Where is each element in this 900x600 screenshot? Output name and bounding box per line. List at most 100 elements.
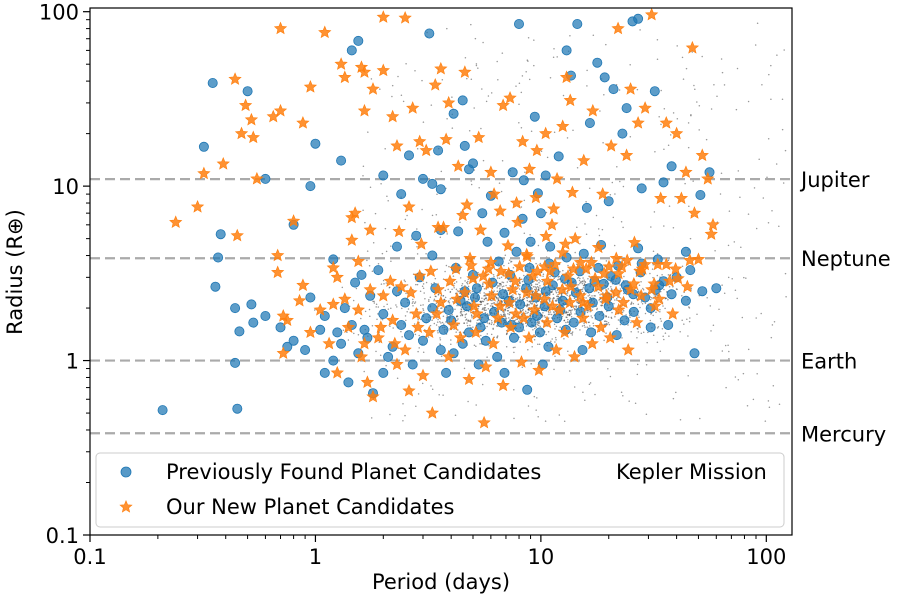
kepler-dot bbox=[629, 316, 631, 318]
kepler-dot bbox=[610, 316, 613, 319]
point-previous bbox=[658, 177, 669, 188]
kepler-dot bbox=[414, 333, 417, 336]
x-axis-label: Period (days) bbox=[372, 570, 510, 594]
kepler-dot bbox=[645, 413, 648, 415]
kepler-dot bbox=[384, 148, 386, 150]
kepler-dot bbox=[720, 172, 723, 174]
kepler-dot bbox=[659, 350, 662, 353]
point-new bbox=[550, 171, 564, 185]
kepler-dot bbox=[701, 55, 703, 58]
point-previous bbox=[157, 405, 168, 416]
point-new bbox=[481, 261, 496, 275]
kepler-dot bbox=[696, 313, 698, 316]
kepler-dot bbox=[698, 105, 701, 107]
point-previous bbox=[356, 269, 367, 280]
point-new bbox=[603, 330, 617, 344]
point-new bbox=[469, 325, 483, 339]
point-previous bbox=[507, 167, 518, 178]
kepler-dot bbox=[491, 322, 493, 324]
point-new bbox=[496, 378, 510, 392]
point-new bbox=[652, 292, 666, 305]
kepler-dot bbox=[558, 414, 561, 416]
point-new bbox=[376, 10, 390, 23]
kepler-dot bbox=[504, 314, 506, 316]
kepler-dot bbox=[672, 227, 675, 229]
kepler-dot bbox=[762, 197, 765, 199]
kepler-dot bbox=[436, 321, 439, 323]
point-new bbox=[276, 346, 290, 359]
kepler-dot bbox=[582, 277, 584, 279]
kepler-dot bbox=[555, 291, 558, 294]
kepler-dot bbox=[497, 284, 499, 287]
kepler-dot bbox=[508, 317, 510, 319]
point-new bbox=[579, 261, 593, 275]
kepler-dot bbox=[745, 277, 747, 279]
point-new bbox=[351, 302, 365, 316]
kepler-dot bbox=[665, 297, 668, 300]
kepler-dot bbox=[530, 284, 533, 286]
point-new bbox=[577, 153, 591, 167]
kepler-dot bbox=[436, 193, 438, 195]
kepler-dot bbox=[618, 89, 621, 91]
point-new bbox=[548, 257, 562, 271]
point-new bbox=[482, 276, 496, 290]
kepler-dot bbox=[559, 271, 561, 273]
reference-label-earth: Earth bbox=[801, 350, 857, 374]
point-new bbox=[573, 288, 587, 302]
kepler-dot bbox=[439, 343, 442, 346]
kepler-dot bbox=[592, 322, 594, 324]
kepler-dot bbox=[538, 343, 541, 345]
kepler-dot bbox=[469, 320, 472, 323]
point-new bbox=[685, 40, 700, 54]
kepler-dot bbox=[599, 301, 602, 303]
kepler-dot bbox=[612, 216, 615, 219]
point-new bbox=[674, 191, 689, 205]
kepler-dot bbox=[385, 282, 388, 284]
kepler-dot bbox=[431, 214, 434, 217]
kepler-dot bbox=[498, 182, 501, 184]
kepler-dot bbox=[595, 214, 598, 217]
kepler-dot bbox=[406, 214, 408, 217]
point-new bbox=[540, 274, 555, 287]
kepler-dot bbox=[778, 403, 781, 405]
kepler-dot bbox=[461, 284, 463, 287]
kepler-dot bbox=[589, 325, 591, 327]
kepler-dot bbox=[568, 309, 570, 312]
kepler-dot bbox=[721, 284, 723, 286]
point-new bbox=[666, 306, 680, 320]
kepler-dot bbox=[487, 302, 489, 305]
point-new bbox=[585, 336, 599, 350]
kepler-dot bbox=[609, 375, 612, 378]
point-new bbox=[522, 162, 537, 175]
kepler-dot bbox=[509, 318, 511, 321]
kepler-dot bbox=[463, 322, 465, 324]
kepler-dot bbox=[555, 295, 558, 298]
kepler-dot bbox=[465, 319, 467, 321]
x-tick-label: 0.1 bbox=[73, 545, 106, 569]
kepler-dot bbox=[784, 272, 787, 275]
kepler-dot bbox=[542, 312, 544, 314]
kepler-dot bbox=[585, 233, 588, 235]
point-previous bbox=[534, 327, 545, 338]
kepler-dot bbox=[515, 85, 517, 87]
kepler-dot bbox=[594, 295, 596, 297]
kepler-dot bbox=[535, 287, 537, 289]
kepler-dot bbox=[527, 405, 530, 407]
point-new bbox=[385, 109, 400, 123]
kepler-dot bbox=[641, 302, 644, 305]
reference-label-jupiter: Jupiter bbox=[799, 168, 870, 192]
kepler-dot bbox=[555, 290, 557, 292]
point-new bbox=[695, 148, 709, 162]
point-previous bbox=[593, 262, 604, 273]
kepler-dot bbox=[533, 39, 535, 41]
kepler-dot bbox=[662, 335, 664, 338]
kepler-dot bbox=[477, 67, 479, 69]
point-new bbox=[280, 313, 294, 327]
kepler-dot bbox=[668, 335, 670, 337]
kepler-dot bbox=[430, 283, 433, 285]
legend-marker-previous bbox=[120, 466, 132, 478]
kepler-dot bbox=[647, 331, 649, 334]
kepler-dot bbox=[527, 36, 530, 39]
point-new bbox=[439, 132, 453, 146]
kepler-dot bbox=[668, 205, 671, 207]
